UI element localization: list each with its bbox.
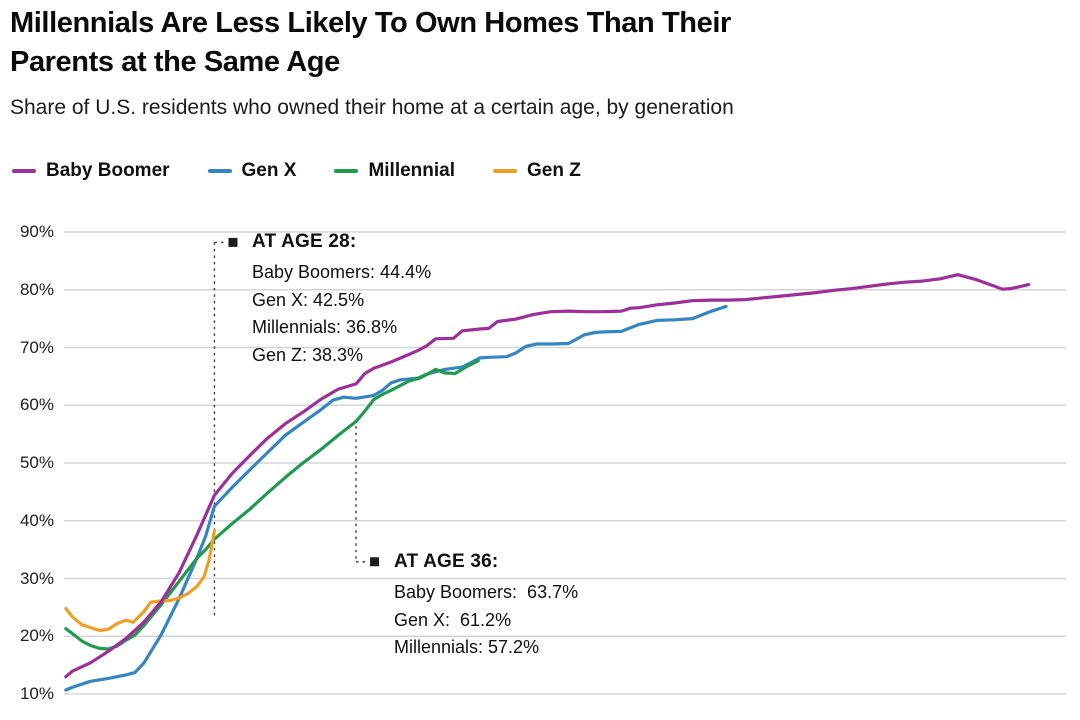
annotation-at-age-28: AT AGE 28: Baby Boomers: 44.4% Gen X: 42… xyxy=(252,231,431,369)
annotation-age-36-baby-boomers: Baby Boomers: 63.7% xyxy=(394,582,579,602)
y-axis-label-20: 20% xyxy=(19,626,54,646)
series-line-baby-boomer xyxy=(64,273,1031,679)
y-axis-label-40: 40% xyxy=(19,510,54,530)
y-axis-label-10: 10% xyxy=(19,684,54,703)
annotation-age-28-baby-boomers: Baby Boomers: 44.4% xyxy=(252,262,432,282)
y-axis-label-70: 70% xyxy=(19,337,54,357)
annotation-age-36-gen-x: Gen X: 61.2% xyxy=(394,609,512,630)
series-line-gen-x xyxy=(64,304,728,692)
legend-swatch-baby-boomer-icon xyxy=(12,169,36,173)
annotation-at-age-36: AT AGE 36: Baby Boomers: 63.7% Gen X: 61… xyxy=(394,551,578,662)
chart-title-line2: Parents at the Same Age xyxy=(10,46,340,78)
y-axis-label-30: 30% xyxy=(19,568,54,588)
legend-label-gen-z: Gen Z xyxy=(527,160,581,181)
y-axis-label-60: 60% xyxy=(19,395,54,415)
legend-swatch-gen-z-icon xyxy=(493,169,518,173)
legend-swatch-gen-x-icon xyxy=(207,169,232,173)
chart-title: Millennials Are Less Likely To Own Homes… xyxy=(10,4,731,82)
reference-marker-age36-icon xyxy=(370,557,380,567)
legend-label-millennial: Millennial xyxy=(368,160,456,181)
annotation-age-28-gen-x: Gen X: 42.5% xyxy=(252,289,365,310)
series-line-gen-z xyxy=(64,528,216,633)
legend: Baby Boomer Gen X Millennial Gen Z xyxy=(12,160,581,182)
chart-title-line1: Millennials Are Less Likely To Own Homes… xyxy=(10,7,731,39)
legend-item-gen-z: Gen Z xyxy=(493,160,581,182)
legend-label-gen-x: Gen X xyxy=(241,160,297,181)
legend-item-baby-boomer: Baby Boomer xyxy=(12,160,170,182)
y-axis-label-90: 90% xyxy=(19,222,54,241)
y-axis-label-80: 80% xyxy=(19,279,54,299)
annotation-age-28-gen-z: Gen Z: 38.3% xyxy=(252,344,364,365)
annotation-age-28-millennials: Millennials: 36.8% xyxy=(252,317,398,337)
legend-swatch-millennial-icon xyxy=(334,169,359,173)
annotation-age-36-title: AT AGE 36: xyxy=(394,551,499,572)
legend-label-baby-boomer: Baby Boomer xyxy=(46,160,170,181)
annotation-age-36-millennials: Millennials: 57.2% xyxy=(394,637,540,657)
legend-item-gen-x: Gen X xyxy=(207,160,297,182)
reference-marker-age28-icon xyxy=(228,237,238,247)
chart-subtitle: Share of U.S. residents who owned their … xyxy=(10,96,734,119)
y-axis-label-50: 50% xyxy=(19,453,54,472)
annotation-age-28-title: AT AGE 28: xyxy=(252,231,357,252)
legend-item-millennial: Millennial xyxy=(334,160,455,182)
